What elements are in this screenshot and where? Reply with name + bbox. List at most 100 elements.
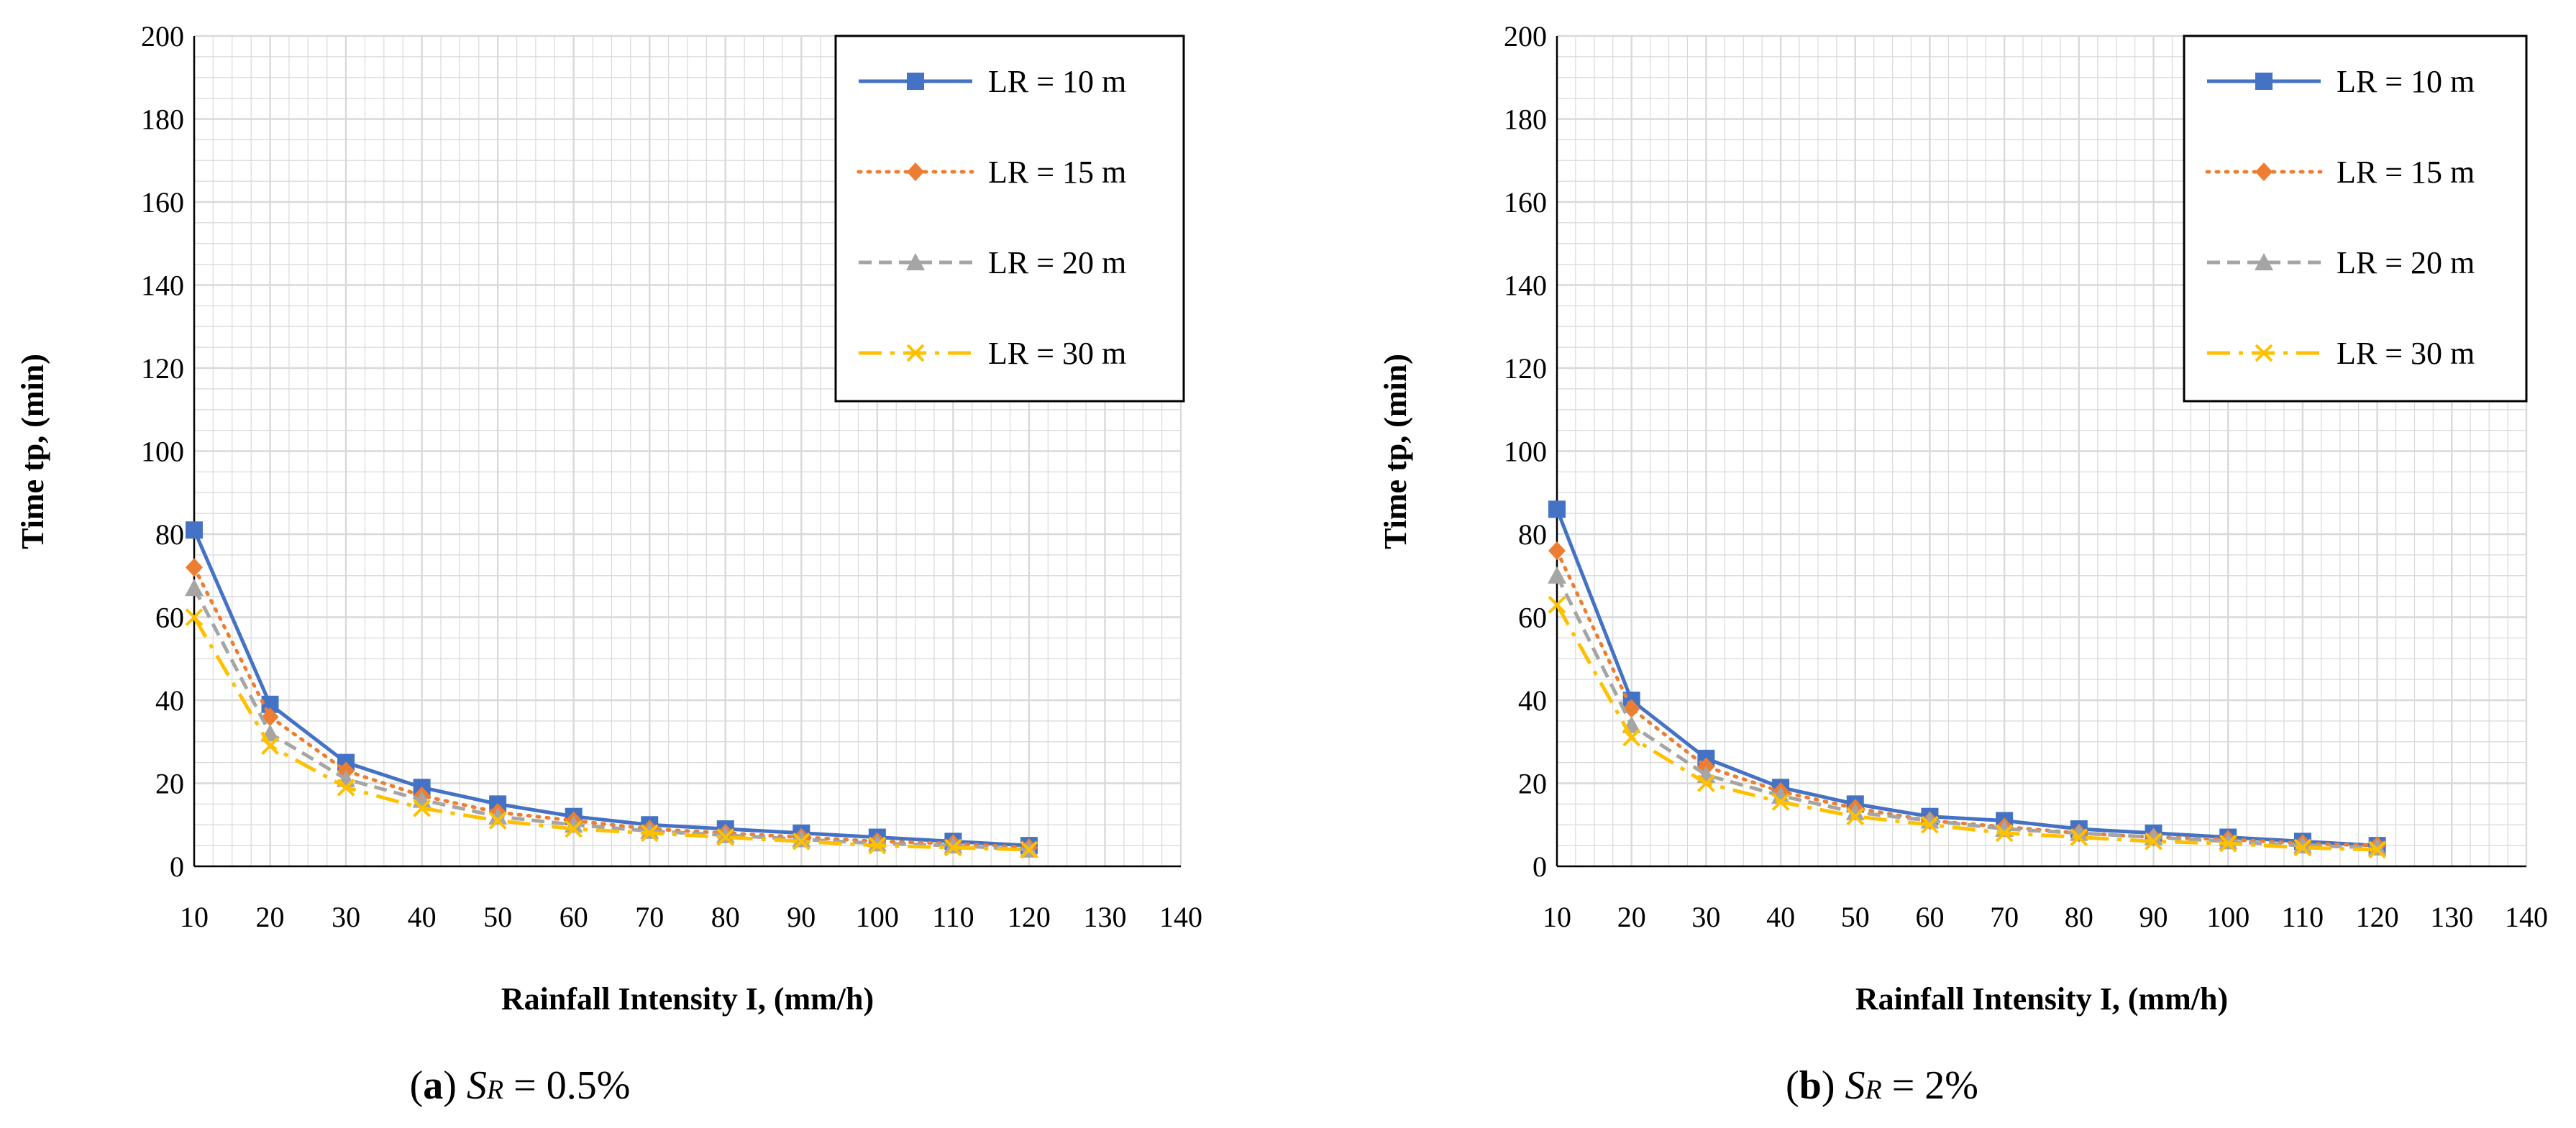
data-point	[944, 838, 962, 857]
data-point	[488, 812, 507, 830]
data-point	[2293, 838, 2312, 857]
legend-label: LR = 15 m	[2337, 155, 2475, 190]
series-lr30	[1548, 595, 2387, 859]
data-point	[186, 558, 203, 577]
y-tick-label: 40	[1518, 684, 1547, 717]
y-tick-label: 60	[155, 602, 184, 634]
data-point	[185, 579, 204, 597]
x-tick-label: 20	[256, 901, 285, 933]
data-point	[1548, 500, 1566, 518]
data-point	[1622, 699, 1640, 718]
data-point	[186, 521, 203, 539]
legend-label: LR = 20 m	[988, 245, 1126, 280]
legend-marker	[2255, 253, 2273, 270]
x-tick-label: 30	[1691, 901, 1720, 933]
legend-label: LR = 10 m	[988, 64, 1126, 99]
legend-box	[2183, 35, 2528, 403]
x-tick-label: 120	[1008, 901, 1051, 933]
x-axis-title: Rainfall Intensity I, (mm/h)	[501, 981, 874, 1017]
data-point	[185, 608, 204, 626]
data-point-stroke-b	[868, 836, 887, 855]
data-point-stroke-b	[1995, 824, 2014, 843]
y-tick-label: 140	[141, 270, 184, 302]
data-point	[1995, 824, 2014, 843]
legend-marker	[907, 73, 924, 90]
data-point	[1771, 786, 1791, 804]
x-tick-label: 80	[2065, 901, 2093, 933]
legend-item: LR = 15 m	[857, 155, 1126, 190]
data-point-stroke-b	[1771, 793, 1790, 811]
series-line	[1555, 603, 2378, 852]
data-point	[337, 778, 355, 797]
data-point-stroke-b	[1921, 815, 1939, 834]
series-line	[192, 565, 1031, 850]
x-tick-label: 20	[1617, 901, 1646, 933]
legend-label: LR = 10 m	[2337, 64, 2475, 99]
data-point-stroke-b	[185, 608, 204, 626]
data-point-stroke-b	[565, 820, 583, 838]
y-tick-label: 120	[141, 352, 184, 385]
legend-marker-stroke-b	[906, 344, 925, 362]
y-tick-label: 60	[1518, 602, 1547, 634]
data-point-stroke-b	[2368, 840, 2387, 859]
data-point	[1921, 815, 1939, 834]
data-point	[1845, 802, 1865, 820]
legend-marker	[2255, 344, 2273, 362]
y-tick-label: 80	[155, 518, 184, 551]
y-axis-title: Time tp, (min)	[15, 354, 50, 549]
data-point	[2070, 828, 2088, 846]
y-tick-label: 160	[1504, 186, 1547, 219]
data-point-stroke-b	[413, 799, 431, 817]
series-line	[192, 529, 1030, 848]
data-point-stroke-b	[716, 828, 735, 846]
data-point	[1548, 595, 1566, 614]
series-lr30	[185, 608, 1038, 859]
data-point	[2219, 834, 2237, 853]
legend-marker	[2255, 162, 2273, 181]
legend-label: LR = 15 m	[988, 155, 1126, 190]
x-tick-label: 10	[180, 901, 209, 933]
data-point-stroke-b	[1020, 840, 1038, 859]
y-tick-label: 80	[1518, 518, 1547, 551]
legend-item: LR = 30 m	[2207, 336, 2475, 371]
series-line	[1555, 508, 2378, 848]
caption-b: (b) SR = 2%	[1786, 1063, 1978, 1108]
x-tick-label: 50	[483, 901, 512, 933]
legend-label: LR = 20 m	[2337, 245, 2475, 280]
data-point-stroke-b	[1622, 728, 1641, 747]
data-point	[1020, 840, 1038, 859]
data-point	[868, 836, 887, 855]
y-tick-label: 40	[155, 684, 184, 717]
data-point	[1622, 728, 1641, 747]
panel-b: 10 20 30 40 50 60 70 80 90 100 110 120 130 140 0 20 40 60…	[1378, 20, 2548, 1017]
legend-label: LR = 30 m	[988, 336, 1126, 371]
data-point	[261, 737, 279, 755]
y-axis-title: Time tp, (min)	[1378, 354, 1413, 549]
data-point-stroke-b	[2293, 838, 2312, 857]
data-point-stroke-b	[1846, 807, 1865, 826]
data-point	[716, 828, 735, 846]
legend-item: LR = 20 m	[2207, 245, 2475, 280]
legend-item: LR = 15 m	[2205, 155, 2475, 190]
legend-marker	[907, 162, 924, 181]
x-tick-label: 30	[332, 901, 360, 933]
data-point-stroke-b	[2070, 828, 2088, 846]
data-point	[565, 820, 583, 838]
x-tick-label: 70	[635, 901, 664, 933]
y-tick-label: 200	[1504, 20, 1547, 52]
x-tick-label: 80	[711, 901, 740, 933]
series-line	[1555, 574, 2378, 850]
caption-a: (a) SR = 0.5%	[410, 1063, 631, 1108]
data-point	[2145, 832, 2162, 850]
legend-marker	[906, 344, 925, 362]
x-tick-label: 70	[1990, 901, 2019, 933]
data-point-stroke-b	[1548, 595, 1566, 614]
y-tick-label: 180	[141, 104, 184, 136]
legend-item: LR = 30 m	[859, 336, 1126, 371]
y-tick-label: 180	[1504, 104, 1547, 136]
legend-marker-stroke-b	[2255, 344, 2273, 362]
data-point-stroke-b	[337, 778, 355, 797]
x-tick-label: 90	[2139, 901, 2168, 933]
